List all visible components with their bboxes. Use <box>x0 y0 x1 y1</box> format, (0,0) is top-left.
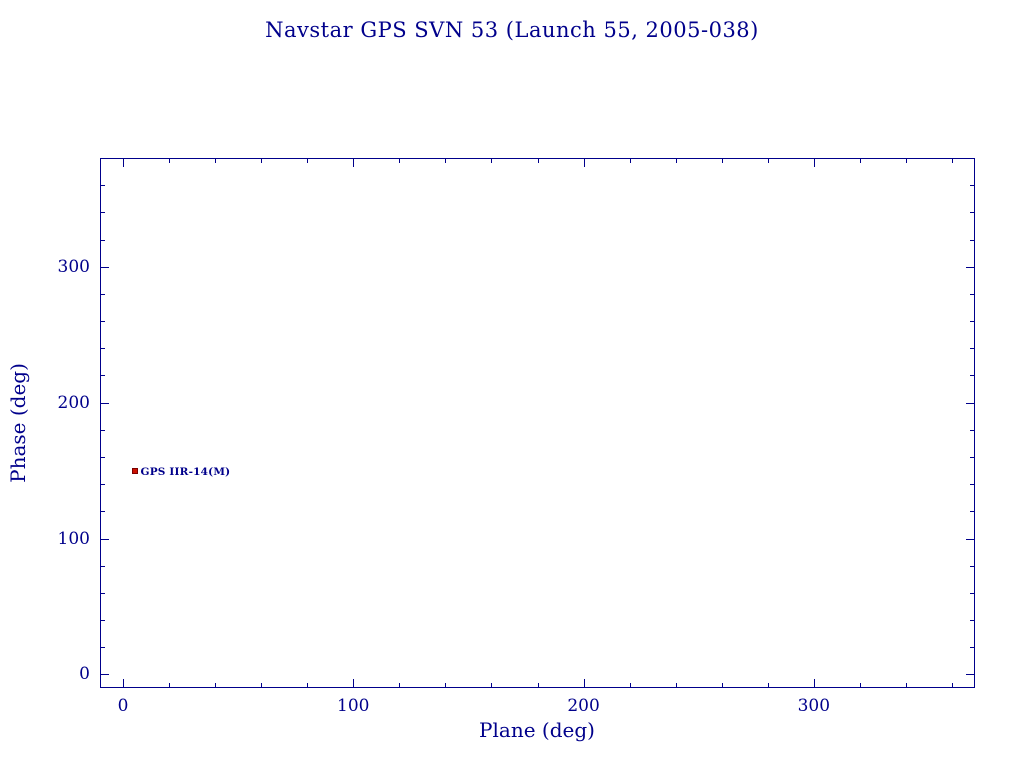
x-minor-tick <box>445 683 447 688</box>
y-major-tick <box>966 402 975 404</box>
x-minor-tick <box>537 158 539 163</box>
x-minor-tick <box>767 158 769 163</box>
y-minor-tick <box>100 293 105 295</box>
y-axis-label: Phase (deg) <box>6 363 30 483</box>
y-minor-tick <box>970 348 975 350</box>
x-minor-tick <box>951 158 953 163</box>
y-minor-tick <box>970 375 975 377</box>
y-minor-tick <box>100 647 105 649</box>
y-minor-tick <box>100 348 105 350</box>
x-minor-tick <box>261 158 263 163</box>
x-minor-tick <box>491 683 493 688</box>
x-tick-label: 100 <box>337 696 370 716</box>
y-minor-tick <box>100 456 105 458</box>
y-minor-tick <box>100 158 105 159</box>
y-minor-tick <box>970 620 975 622</box>
x-minor-tick <box>629 683 631 688</box>
y-minor-tick <box>970 158 975 159</box>
x-major-tick <box>583 158 585 167</box>
x-minor-tick <box>215 158 217 163</box>
y-minor-tick <box>970 592 975 594</box>
x-minor-tick <box>767 683 769 688</box>
x-minor-tick <box>859 158 861 163</box>
x-minor-tick <box>215 683 217 688</box>
x-tick-label: 0 <box>117 696 129 716</box>
x-minor-tick <box>261 683 263 688</box>
x-minor-tick <box>951 683 953 688</box>
x-axis-label: Plane (deg) <box>479 718 595 742</box>
y-minor-tick <box>970 511 975 513</box>
x-minor-tick <box>721 158 723 163</box>
y-minor-tick <box>970 185 975 187</box>
y-minor-tick <box>100 375 105 377</box>
x-major-tick <box>813 679 815 688</box>
y-minor-tick <box>970 647 975 649</box>
y-minor-tick <box>100 321 105 323</box>
y-minor-tick <box>100 620 105 622</box>
y-major-tick <box>966 674 975 676</box>
y-major-tick <box>100 266 109 268</box>
x-minor-tick <box>537 683 539 688</box>
y-major-tick <box>100 674 109 676</box>
x-tick-label: 200 <box>567 696 600 716</box>
x-minor-tick <box>491 158 493 163</box>
y-tick-label: 0 <box>79 664 90 685</box>
y-minor-tick <box>970 321 975 323</box>
x-major-tick <box>123 679 125 688</box>
y-minor-tick <box>100 212 105 214</box>
y-minor-tick <box>970 484 975 486</box>
y-minor-tick <box>970 456 975 458</box>
y-minor-tick <box>100 239 105 241</box>
y-minor-tick <box>970 239 975 241</box>
x-minor-tick <box>399 158 401 163</box>
x-minor-tick <box>675 683 677 688</box>
x-minor-tick <box>859 683 861 688</box>
x-minor-tick <box>675 158 677 163</box>
x-major-tick <box>353 679 355 688</box>
x-major-tick <box>813 158 815 167</box>
x-major-tick <box>353 158 355 167</box>
y-tick-label: 200 <box>57 392 90 413</box>
y-minor-tick <box>970 565 975 567</box>
y-major-tick <box>100 402 109 404</box>
chart-title: Navstar GPS SVN 53 (Launch 55, 2005-038) <box>265 18 759 42</box>
y-minor-tick <box>100 429 105 431</box>
x-minor-tick <box>399 683 401 688</box>
x-minor-tick <box>905 158 907 163</box>
x-minor-tick <box>445 158 447 163</box>
y-major-tick <box>966 266 975 268</box>
y-major-tick <box>100 538 109 540</box>
y-minor-tick <box>100 484 105 486</box>
y-minor-tick <box>100 565 105 567</box>
x-major-tick <box>123 158 125 167</box>
y-minor-tick <box>100 592 105 594</box>
x-minor-tick <box>905 683 907 688</box>
x-minor-tick <box>721 683 723 688</box>
x-tick-label: 300 <box>797 696 831 716</box>
y-minor-tick <box>970 429 975 431</box>
y-tick-label: 100 <box>57 528 90 549</box>
x-minor-tick <box>169 158 171 163</box>
x-minor-tick <box>307 158 309 163</box>
y-minor-tick <box>100 511 105 513</box>
x-minor-tick <box>169 683 171 688</box>
plot-area <box>100 158 975 688</box>
x-minor-tick <box>307 683 309 688</box>
data-point-label: GPS IIR-14(M) <box>140 465 231 478</box>
y-tick-label: 300 <box>57 256 90 277</box>
x-major-tick <box>583 679 585 688</box>
y-minor-tick <box>100 185 105 187</box>
x-minor-tick <box>629 158 631 163</box>
y-minor-tick <box>970 212 975 214</box>
y-minor-tick <box>970 293 975 295</box>
data-point-marker <box>131 467 138 474</box>
y-major-tick <box>966 538 975 540</box>
